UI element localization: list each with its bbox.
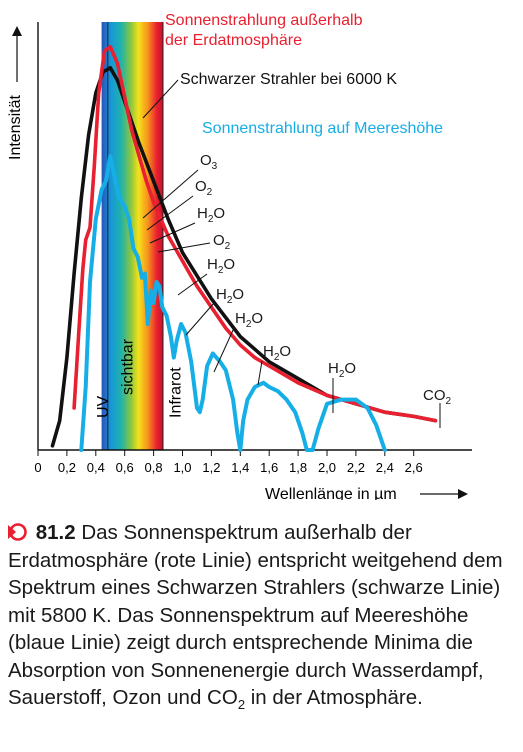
figure-number: 81.2 xyxy=(35,521,76,544)
annotation-molecule: H2O xyxy=(328,360,356,380)
x-tick-label: 2,2 xyxy=(347,460,365,475)
x-tick-label: 0,2 xyxy=(58,460,76,475)
region-label-infrarot: Infrarot xyxy=(167,367,184,418)
annotation-molecule: H2O xyxy=(235,310,263,330)
y-axis-label: Intensität xyxy=(7,95,24,160)
label-outside-atmosphere: der Erdatmosphäre xyxy=(165,32,302,49)
annotation-molecule: O2 xyxy=(195,178,213,198)
label-blackbody: Schwarzer Strahler bei 6000 K xyxy=(180,71,397,88)
caption-text: Das Sonnenspektrum außerhalb der Erdatmo… xyxy=(8,521,503,709)
region-labels: UV sichtbar Infrarot xyxy=(95,338,184,418)
series-line-red xyxy=(72,45,438,423)
x-tick-label: 0 xyxy=(34,460,41,475)
series-lines xyxy=(50,45,438,452)
annotation-leader xyxy=(149,222,196,244)
x-tick-label: 1,0 xyxy=(173,460,191,475)
annotation-leader xyxy=(142,169,199,219)
x-tick-label: 1,4 xyxy=(231,460,249,475)
annotation-molecule: O2 xyxy=(213,232,231,252)
axes xyxy=(12,22,472,499)
x-tick-labels: 0 0,2 0,4 0,6 0,8 1,0 1,2 1,4 1,6 1,8 2,0 2,2 2,4 2,6 xyxy=(34,450,423,475)
annotation-molecule: H2O xyxy=(263,343,291,363)
series-labels: Sonnenstrahlung außerhalb der Erdatmosphä… xyxy=(142,12,443,137)
annotation-leader xyxy=(257,360,263,386)
x-tick-label: 2,4 xyxy=(376,460,394,475)
x-tick-label: 0,6 xyxy=(116,460,134,475)
annotation-molecule: O3 xyxy=(200,152,218,172)
label-blackbody-leader xyxy=(142,79,179,119)
x-axis-arrow-head xyxy=(458,489,468,499)
figure-caption: 81.2 Das Sonnenspektrum außerhalb der Er… xyxy=(8,519,518,719)
annotation-leader xyxy=(146,195,194,231)
caption-text-end: in der Atmosphäre. xyxy=(245,686,423,709)
annotation-molecule: CO2 xyxy=(423,387,452,407)
x-tick-label: 0,4 xyxy=(87,460,105,475)
x-tick-label: 1,2 xyxy=(202,460,220,475)
x-tick-label: 2,6 xyxy=(405,460,423,475)
figure-marker-icon xyxy=(8,523,27,541)
series-line-blue xyxy=(79,154,387,452)
caption-co2-subscript: 2 xyxy=(237,697,246,713)
annotation-leader xyxy=(185,302,215,336)
annotation-molecule: H2O xyxy=(216,286,244,306)
x-tick-label: 1,8 xyxy=(289,460,307,475)
x-axis-label: Wellenlänge in µm xyxy=(265,486,397,500)
spectrum-chart: 0 0,2 0,4 0,6 0,8 1,0 1,2 1,4 1,6 1,8 2,0 2,2 2,4 2,6… xyxy=(7,12,472,500)
x-tick-label: 1,6 xyxy=(260,460,278,475)
y-axis-arrow-head xyxy=(12,26,22,36)
annotation-leader xyxy=(157,242,211,253)
label-outside-atmosphere: Sonnenstrahlung außerhalb xyxy=(165,12,363,29)
annotation-molecule: H2O xyxy=(197,205,225,225)
region-label-sichtbar: sichtbar xyxy=(120,338,137,395)
region-label-uv: UV xyxy=(95,395,112,418)
x-tick-label: 2,0 xyxy=(318,460,336,475)
label-sea-level: Sonnenstrahlung auf Meereshöhe xyxy=(202,120,443,137)
annotation-molecule: H2O xyxy=(207,256,235,276)
annotation-leader xyxy=(213,327,235,373)
annotation-leader xyxy=(177,273,208,296)
x-tick-label: 0,8 xyxy=(145,460,163,475)
